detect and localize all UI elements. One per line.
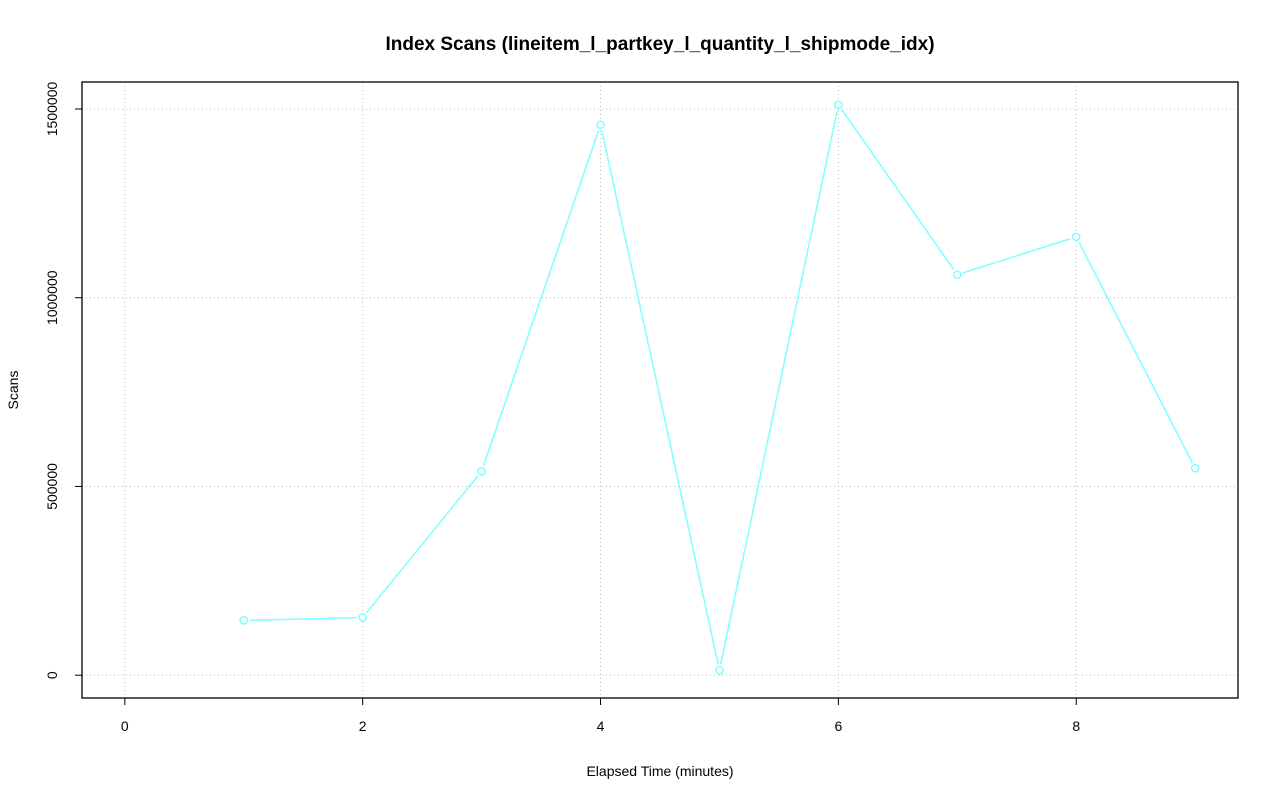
x-tick-label: 4 <box>597 718 605 734</box>
x-axis-label: Elapsed Time (minutes) <box>586 763 733 779</box>
series-line-segment <box>601 130 719 665</box>
data-point <box>1190 463 1200 473</box>
data-point <box>952 270 962 280</box>
series-line-segment <box>482 130 600 466</box>
series-line-segment <box>841 109 955 271</box>
grid <box>82 82 1238 698</box>
x-tick-label: 0 <box>121 718 129 734</box>
data-point <box>596 120 605 130</box>
y-tick-label: 500000 <box>44 463 60 510</box>
data-point <box>358 613 368 622</box>
axes: 0 2 4 6 8 0 500000 1000000 1500000 <box>44 82 1080 734</box>
series-line-segment <box>365 475 479 614</box>
data-point <box>715 665 724 675</box>
series-line-segment <box>962 238 1071 274</box>
series-line-segment <box>249 616 357 622</box>
y-tick-label: 1500000 <box>44 82 60 137</box>
series-line-segment <box>1078 241 1194 464</box>
y-tick-label: 0 <box>44 671 60 679</box>
series-line-segment <box>719 110 838 665</box>
chart-title: Index Scans (lineitem_l_partkey_l_quanti… <box>385 34 934 55</box>
data-point <box>834 100 843 110</box>
y-tick-label: 1000000 <box>44 270 60 325</box>
data-point <box>477 466 486 476</box>
series <box>239 100 1200 675</box>
data-point <box>239 616 249 625</box>
x-tick-label: 8 <box>1072 718 1080 734</box>
y-axis-label: Scans <box>5 371 21 410</box>
x-tick-label: 2 <box>359 718 367 734</box>
data-point <box>1071 232 1081 242</box>
x-tick-label: 6 <box>834 718 842 734</box>
plot-frame <box>81 81 1239 699</box>
